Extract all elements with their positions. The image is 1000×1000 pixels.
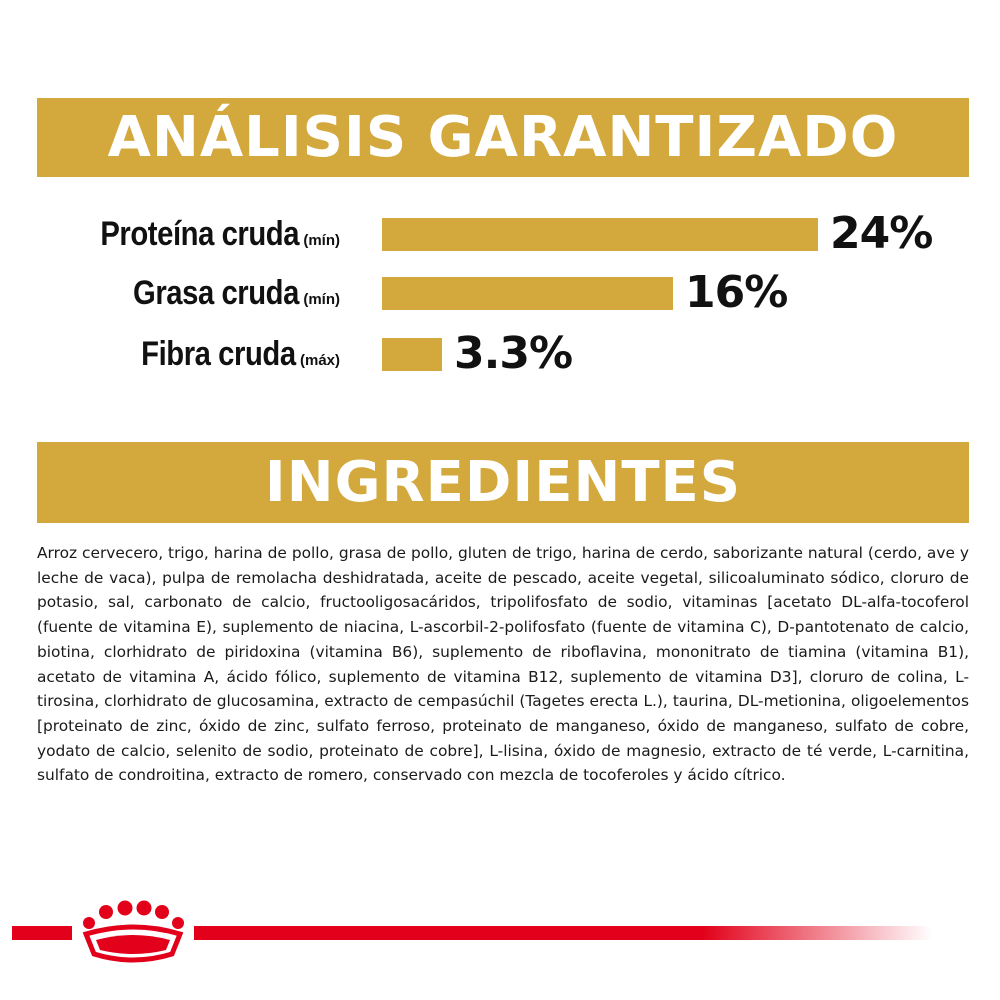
nutrient-value: 16% — [685, 267, 788, 318]
nutrient-value: 3.3% — [454, 328, 573, 379]
nutrient-name: Proteína cruda — [100, 215, 300, 253]
ingredients-title-banner: INGREDIENTES — [37, 442, 969, 523]
ingredients-title: INGREDIENTES — [264, 450, 742, 515]
nutrient-qualifier: (máx) — [299, 352, 340, 369]
analysis-row-fat: Grasa cruda (mín) 16% — [0, 265, 1000, 321]
analysis-title: ANÁLISIS GARANTIZADO — [107, 105, 899, 170]
nutrient-name: Grasa cruda — [133, 274, 300, 312]
footer-red-line — [12, 926, 932, 940]
analysis-row-label: Proteína cruda (mín) — [68, 206, 340, 262]
nutrient-bar — [382, 218, 818, 251]
analysis-title-banner: ANÁLISIS GARANTIZADO — [37, 98, 969, 177]
analysis-row-fiber: Fibra cruda (máx) 3.3% — [0, 326, 1000, 382]
nutrient-qualifier: (mín) — [303, 232, 340, 249]
royal-canin-crown-icon — [72, 898, 194, 970]
nutrient-qualifier: (mín) — [303, 291, 340, 308]
nutrient-value: 24% — [830, 208, 933, 259]
analysis-row-label: Fibra cruda (máx) — [116, 326, 340, 382]
nutrient-bar — [382, 277, 673, 310]
nutrient-name: Fibra cruda — [141, 335, 296, 373]
analysis-row-protein: Proteína cruda (mín) 24% — [0, 206, 1000, 262]
analysis-row-label: Grasa cruda (mín) — [106, 265, 340, 321]
nutrient-bar — [382, 338, 442, 371]
ingredients-text: Arroz cervecero, trigo, harina de pollo,… — [37, 544, 969, 785]
